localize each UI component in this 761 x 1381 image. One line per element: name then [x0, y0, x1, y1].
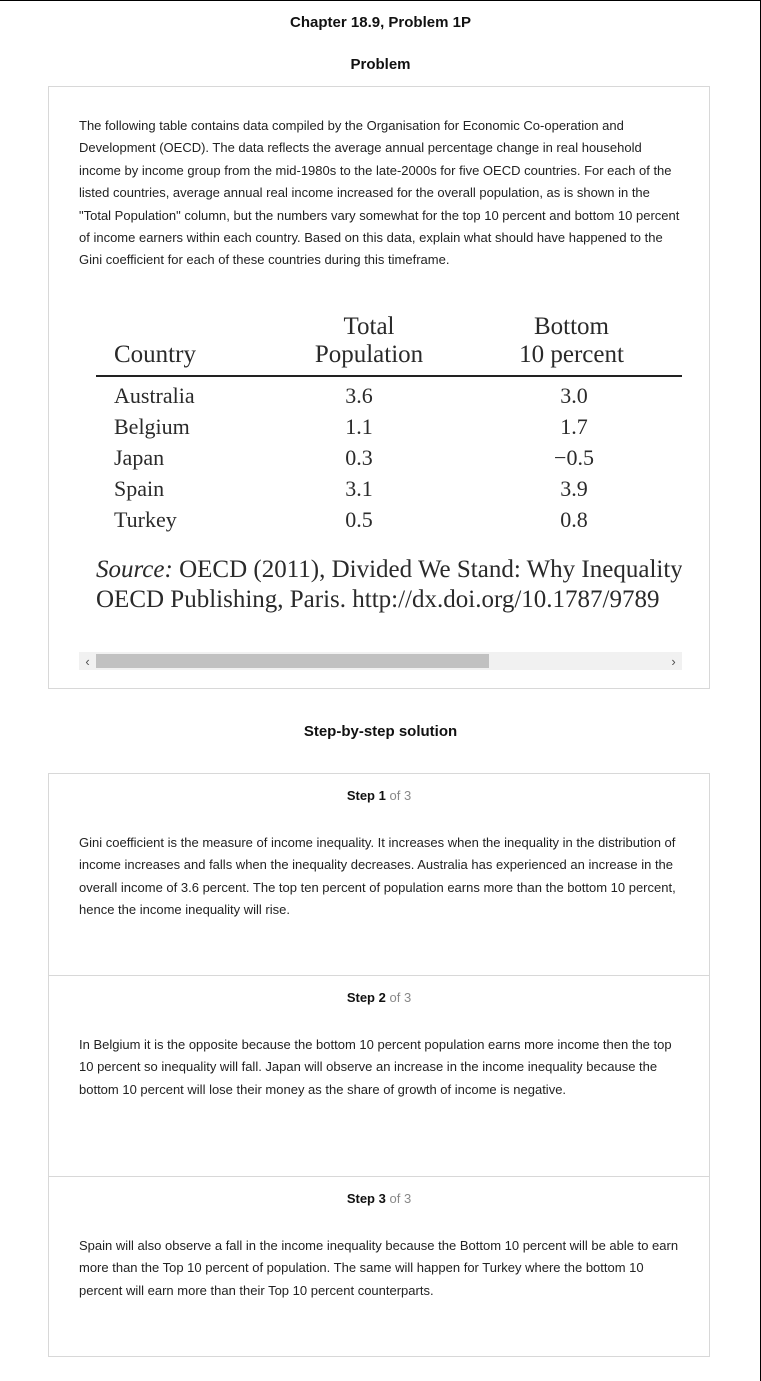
step-word: Step: [346, 1191, 375, 1206]
chevron-left-icon[interactable]: ‹: [85, 653, 90, 669]
cell-bottom: 1.7: [560, 414, 588, 439]
header-country: Country: [114, 341, 196, 368]
horizontal-scrollbar[interactable]: ‹ ›: [79, 652, 682, 670]
step-of-total: of 3: [389, 1191, 412, 1206]
table-row: Australia 3.6 3.0: [79, 381, 682, 411]
cell-bottom: 3.9: [560, 476, 588, 501]
data-table-image: Country Total Population Bottom 10 perce…: [79, 309, 682, 655]
header-total-line2: Population: [314, 341, 424, 368]
source-text: OECD (2011), Divided We Stand: Why Inequ…: [172, 556, 682, 583]
problem-box: The following table contains data compil…: [48, 86, 710, 689]
table-row: Turkey 0.5 0.8: [79, 505, 682, 535]
step-box-3: Step 3 of 3 Spain will also observe a fa…: [48, 1176, 710, 1357]
table-row: Japan 0.3 −0.5: [79, 443, 682, 473]
cell-total: 1.1: [345, 414, 373, 439]
solution-heading: Step-by-step solution: [303, 723, 458, 740]
step-label: Step 3 of 3: [49, 1191, 709, 1206]
cell-country: Japan: [114, 445, 165, 470]
header-total-line1: Total: [343, 313, 395, 340]
cell-country: Belgium: [114, 414, 190, 439]
step-label: Step 2 of 3: [49, 990, 709, 1005]
cell-total: 0.3: [345, 445, 373, 470]
scrollbar-thumb[interactable]: [96, 654, 489, 668]
table-row: Spain 3.1 3.9: [79, 474, 682, 504]
header-rule: [96, 375, 682, 377]
cell-total: 0.5: [345, 507, 373, 532]
header-bottom-line1: Bottom: [533, 313, 609, 340]
cell-total: 3.6: [345, 383, 373, 408]
cell-country: Spain: [114, 476, 165, 501]
step-of-total: of 3: [389, 788, 412, 803]
header-bottom-line2: 10 percent: [519, 341, 624, 368]
header-bottom-10-percent: Bottom 10 percent: [494, 313, 649, 369]
source-label: Source:: [96, 556, 173, 583]
step-text: In Belgium it is the opposite because th…: [79, 1037, 672, 1097]
source-line-1: Source: OECD (2011), Divided We Stand: W…: [96, 555, 682, 585]
step-label: Step 1 of 3: [49, 788, 709, 803]
problem-heading: Problem: [350, 56, 411, 73]
step-word: Step: [346, 990, 375, 1005]
cell-total: 3.1: [345, 476, 373, 501]
step-number: 1: [378, 788, 386, 803]
step-of-total: of 3: [389, 990, 412, 1005]
problem-text: The following table contains data compil…: [79, 118, 680, 268]
cell-bottom: 3.0: [560, 383, 588, 408]
source-line-2: OECD Publishing, Paris. http://dx.doi.or…: [96, 586, 660, 613]
step-text: Gini coefficient is the measure of incom…: [79, 835, 676, 918]
table-row: Belgium 1.1 1.7: [79, 412, 682, 442]
step-box-1: Step 1 of 3 Gini coefficient is the meas…: [48, 773, 710, 976]
step-word: Step: [346, 788, 375, 803]
step-text: Spain will also observe a fall in the in…: [79, 1238, 679, 1298]
chevron-right-icon[interactable]: ›: [671, 653, 676, 669]
cell-country: Australia: [114, 383, 195, 408]
step-number: 3: [378, 1191, 386, 1206]
step-number: 2: [378, 990, 386, 1005]
chapter-title: Chapter 18.9, Problem 1P: [290, 14, 471, 31]
step-box-2: Step 2 of 3 In Belgium it is the opposit…: [48, 975, 710, 1177]
cell-bottom: 0.8: [560, 507, 588, 532]
cell-bottom: −0.5: [554, 445, 594, 470]
header-total-population: Total Population: [284, 313, 454, 369]
cell-country: Turkey: [114, 507, 177, 532]
